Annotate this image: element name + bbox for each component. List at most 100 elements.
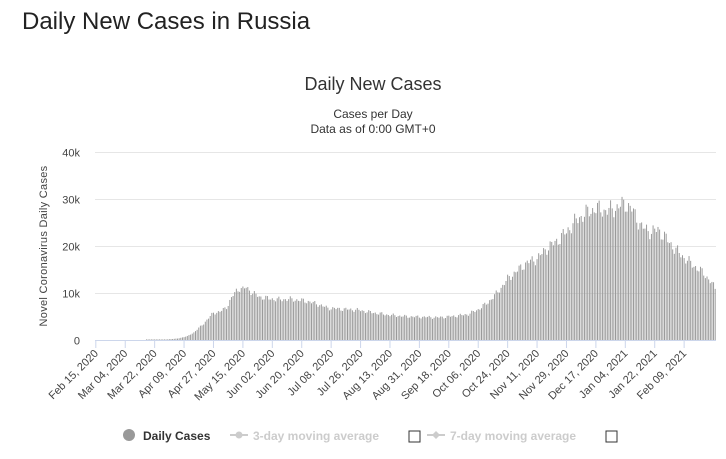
daily-cases-bar [631,211,633,340]
legend-checkbox-7-day[interactable] [605,430,618,443]
daily-cases-bar [412,316,414,340]
daily-cases-bar [657,226,659,340]
daily-cases-bar [677,245,679,340]
chart-subtitle-1: Cases per Day [333,107,412,121]
daily-cases-bar [245,287,247,340]
daily-cases-bar [196,329,198,340]
daily-cases-bar [168,339,170,340]
daily-cases-bar [327,307,329,340]
daily-cases-bar [319,305,321,340]
daily-cases-bar [492,299,494,340]
daily-cases-bar [531,256,533,340]
daily-cases-bar [512,276,514,340]
daily-cases-bar [428,315,430,340]
daily-cases-bar [275,301,277,340]
daily-cases-bar [201,325,203,340]
daily-cases-bar [414,317,415,340]
daily-cases-bar [247,287,249,340]
daily-cases-bar [291,298,293,340]
daily-cases-bar [704,278,706,340]
daily-cases-bar [461,315,463,340]
daily-cases-bar [356,307,358,340]
daily-cases-bar [386,314,388,340]
daily-cases-bar [348,309,350,340]
daily-cases-bar [530,259,532,340]
daily-cases-bar [445,318,447,340]
daily-cases-bar [306,303,308,340]
daily-cases-bar [347,309,348,340]
daily-cases-bar [709,283,711,340]
daily-cases-bar [250,295,252,340]
daily-cases-bar [400,316,402,340]
daily-cases-bar [562,229,564,340]
daily-cases-bar [649,239,651,340]
daily-cases-bar [521,269,523,340]
daily-cases-bar [216,312,218,340]
daily-cases-bar [147,339,149,340]
daily-cases-bar [516,271,518,340]
daily-cases-bar [580,215,582,340]
daily-cases-bar [211,312,213,340]
daily-cases-bar [619,206,621,340]
daily-cases-bar [350,308,352,340]
daily-cases-bar [561,233,563,340]
daily-cases-bar [703,275,705,340]
daily-cases-bar [157,339,159,340]
daily-cases-bar [330,309,332,340]
daily-cases-bar [239,291,241,340]
daily-cases-bar [546,254,548,340]
daily-cases-bar [399,315,401,340]
legend-item-3-day-average[interactable]: 3-day moving average [230,429,379,443]
daily-cases-bar [258,296,260,340]
daily-cases-bar [270,299,272,340]
daily-cases-bar [654,228,656,340]
legend-marker-3-day [235,431,243,439]
daily-cases-bar [660,239,662,340]
legend-item-7-day-average[interactable]: 7-day moving average [427,429,576,443]
daily-cases-bar [191,333,193,340]
daily-cases-bar [281,301,283,340]
legend-checkbox-3-day[interactable] [408,430,421,443]
daily-cases-bar [487,303,489,340]
daily-cases-bar [688,256,690,340]
daily-cases-bar [626,211,628,340]
daily-cases-bar [159,339,161,340]
daily-cases-bar [659,229,661,340]
daily-cases-bar [552,245,554,340]
daily-cases-bar [240,288,242,340]
daily-cases-bar [616,204,618,340]
daily-cases-bar [273,300,275,340]
daily-cases-bar [680,257,682,340]
daily-cases-bar [683,258,685,340]
legend-item-daily-cases[interactable]: Daily Cases [123,429,211,443]
daily-cases-bar [262,299,263,340]
daily-cases-bar [458,315,460,340]
daily-cases-bar [713,282,715,340]
daily-cases-bar [422,316,424,340]
daily-cases-bar [234,292,236,340]
daily-cases-bar [623,199,625,340]
daily-cases-bar [454,316,456,340]
daily-cases-bar [402,316,404,340]
daily-cases-bar [278,296,280,340]
daily-cases-bar [384,315,386,340]
daily-cases-bar [286,300,288,340]
daily-cases-bar [644,228,646,340]
daily-cases-bar [520,264,522,340]
daily-cases-bar [208,318,210,340]
daily-cases-bar [172,339,174,340]
daily-cases-bar [485,304,487,340]
daily-cases-bar [708,279,710,340]
daily-cases-bar [701,268,703,340]
daily-cases-bar [387,315,389,340]
daily-cases-bar [165,339,167,340]
daily-cases-bar [471,310,473,340]
legend-label-daily-cases: Daily Cases [143,429,211,443]
daily-cases-bar [203,324,205,340]
legend-marker-daily-cases [123,429,135,441]
daily-cases-bar [641,222,643,340]
daily-cases-bar [464,314,466,340]
daily-cases-bar [539,255,541,340]
